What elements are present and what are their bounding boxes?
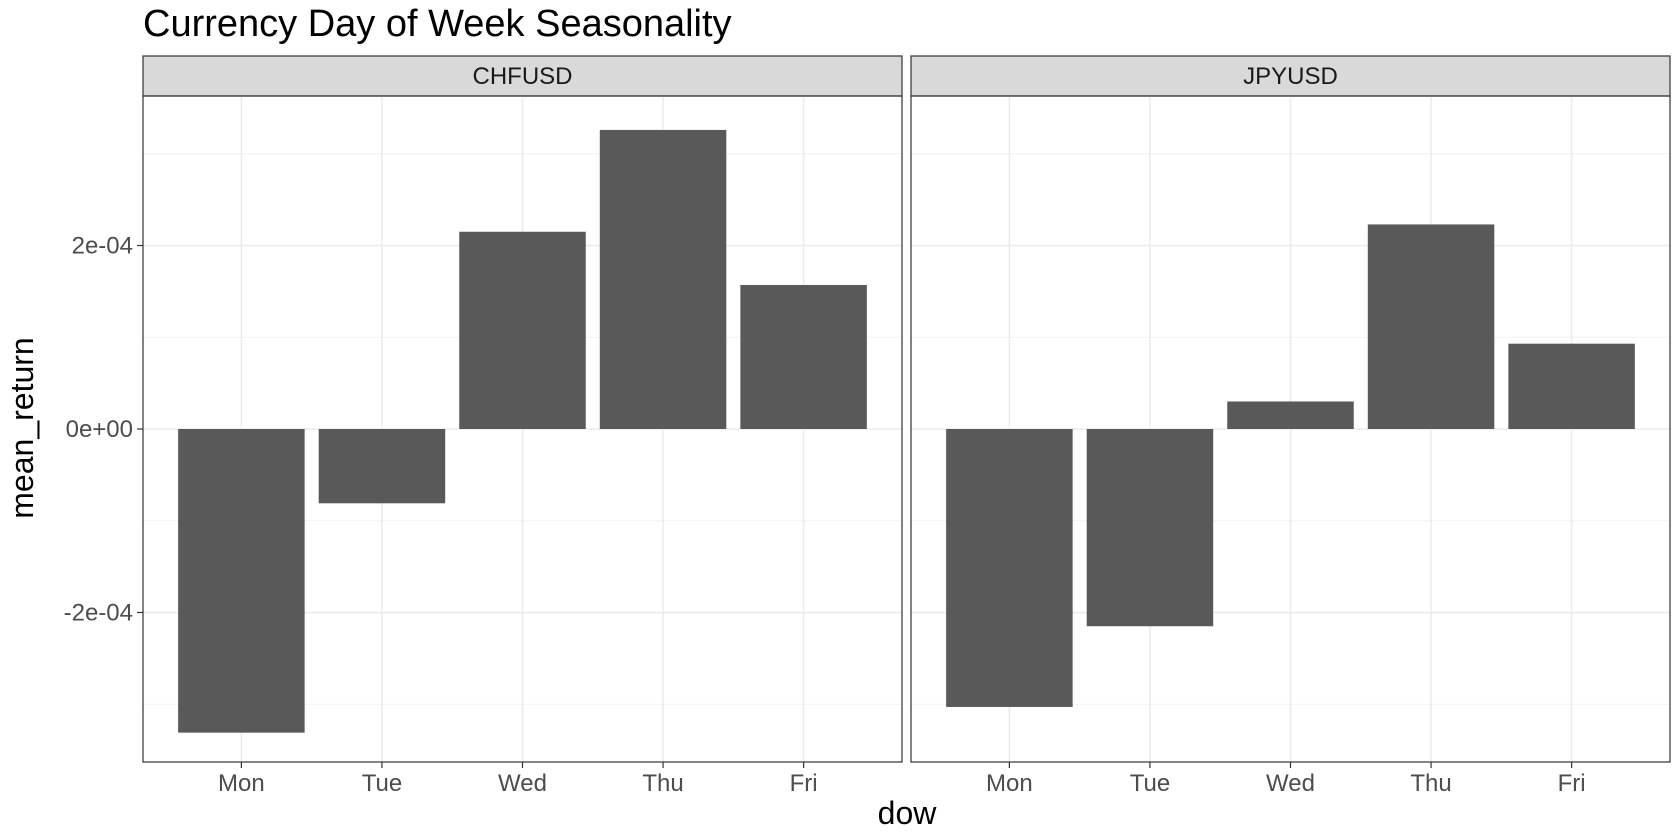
y-tick-label: -2e-04 bbox=[64, 599, 133, 626]
x-tick-label: Mon bbox=[986, 770, 1033, 797]
x-tick-label: Wed bbox=[1266, 770, 1315, 797]
facet-panel-chfusd: CHFUSD Mon Tue Wed Thu Fri bbox=[142, 55, 903, 797]
bar-chfusd-tue bbox=[318, 429, 446, 504]
facet-strip-label: CHFUSD bbox=[473, 63, 573, 90]
facet-strip bbox=[910, 55, 1671, 97]
bar-jpyusd-tue bbox=[1086, 429, 1214, 627]
chart-title: Currency Day of Week Seasonality bbox=[143, 3, 732, 45]
y-axis: -2e-04 0e+00 2e-04 bbox=[64, 233, 143, 626]
y-tick-label: 0e+00 bbox=[66, 416, 133, 443]
x-tick-label: Fri bbox=[1558, 770, 1586, 797]
x-tick-label: Fri bbox=[790, 770, 818, 797]
bar-jpyusd-wed bbox=[1227, 401, 1354, 429]
facet-strip-label: JPYUSD bbox=[1243, 63, 1338, 90]
bar-chfusd-thu bbox=[599, 129, 727, 430]
facet-panels: CHFUSD Mon Tue Wed Thu Fri JPYUSD Mon Tue Wed Thu F… bbox=[142, 55, 1671, 797]
x-tick-label: Tue bbox=[1130, 770, 1170, 797]
y-tick-label: 2e-04 bbox=[72, 233, 133, 260]
bar-jpyusd-mon bbox=[946, 429, 1073, 707]
facet-strip bbox=[142, 55, 903, 97]
bar-jpyusd-thu bbox=[1367, 224, 1495, 429]
bar-chfusd-mon bbox=[178, 429, 305, 733]
x-axis-title: dow bbox=[878, 795, 938, 831]
facet-panel-jpyusd: JPYUSD Mon Tue Wed Thu Fri bbox=[910, 55, 1671, 797]
y-axis-title: mean_return bbox=[4, 337, 40, 518]
bar-jpyusd-fri bbox=[1508, 343, 1635, 429]
bar-chfusd-wed bbox=[459, 231, 586, 429]
x-tick-label: Mon bbox=[218, 770, 265, 797]
x-tick-label: Thu bbox=[1410, 770, 1451, 797]
x-tick-label: Thu bbox=[642, 770, 683, 797]
x-tick-label: Tue bbox=[362, 770, 402, 797]
bar-chfusd-fri bbox=[740, 284, 867, 429]
x-tick-label: Wed bbox=[498, 770, 547, 797]
